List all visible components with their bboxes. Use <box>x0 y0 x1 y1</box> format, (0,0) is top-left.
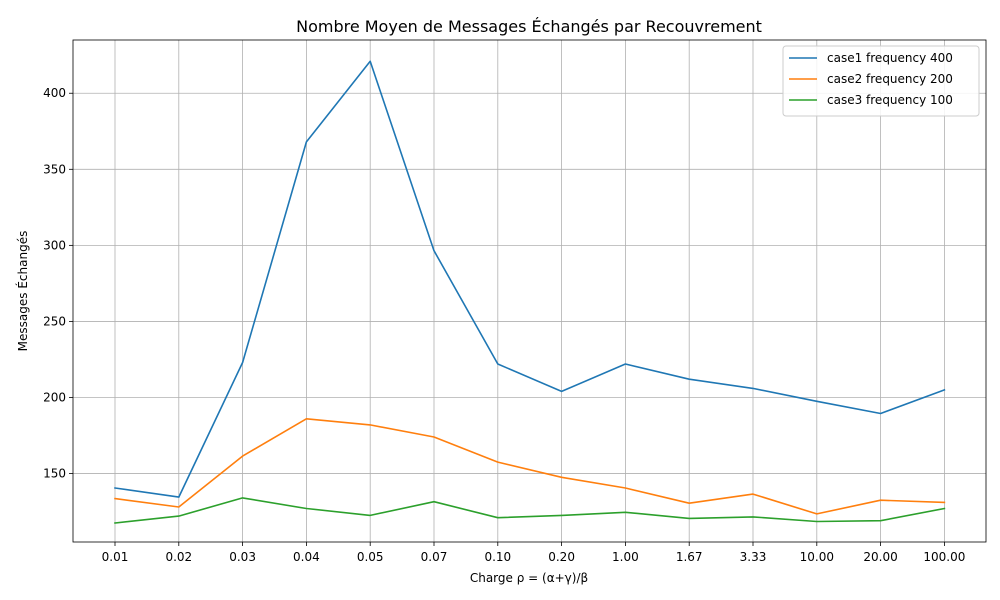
x-tick-label: 20.00 <box>863 550 897 564</box>
legend-label: case3 frequency 100 <box>827 93 953 107</box>
y-tick-label: 400 <box>43 86 66 100</box>
y-tick-label: 300 <box>43 238 66 252</box>
x-tick-label: 0.07 <box>421 550 448 564</box>
x-tick-label: 0.04 <box>293 550 320 564</box>
x-tick-label: 0.05 <box>357 550 384 564</box>
legend-box <box>782 45 980 117</box>
series-line-2 <box>114 417 946 515</box>
plot-frame <box>72 39 987 543</box>
grid <box>73 40 986 542</box>
x-tick-label: 0.10 <box>484 550 511 564</box>
series-line-1 <box>114 60 946 498</box>
x-tick-label: 0.01 <box>102 550 129 564</box>
x-tick-label: 3.33 <box>740 550 767 564</box>
legend: case1 frequency 400 case2 frequency 200 ca… <box>782 45 980 117</box>
x-tick-label: 1.00 <box>612 550 639 564</box>
ticks: 0.01 0.02 0.03 0.04 0.05 0.07 0.10 0.20 1.00 1.67… <box>43 86 965 564</box>
x-tick-label: 0.03 <box>229 550 256 564</box>
x-tick-label: 1.67 <box>676 550 703 564</box>
legend-label: case2 frequency 200 <box>827 72 953 86</box>
x-tick-label: 10.00 <box>800 550 834 564</box>
x-tick-label: 0.20 <box>548 550 575 564</box>
y-axis-title: Messages Échangés <box>15 231 30 352</box>
y-tick-label: 150 <box>43 467 66 481</box>
series-lines <box>114 60 946 524</box>
x-tick-label: 100.00 <box>923 550 965 564</box>
y-tick-label: 250 <box>43 314 66 328</box>
x-axis-title: Charge ρ = (α+γ)/β <box>470 571 588 585</box>
chart-title: Nombre Moyen de Messages Échangés par Re… <box>296 17 762 36</box>
series-line-3 <box>114 497 946 524</box>
legend-label: case1 frequency 400 <box>827 51 953 65</box>
y-tick-label: 350 <box>43 162 66 176</box>
x-tick-label: 0.02 <box>165 550 192 564</box>
y-tick-label: 200 <box>43 390 66 404</box>
